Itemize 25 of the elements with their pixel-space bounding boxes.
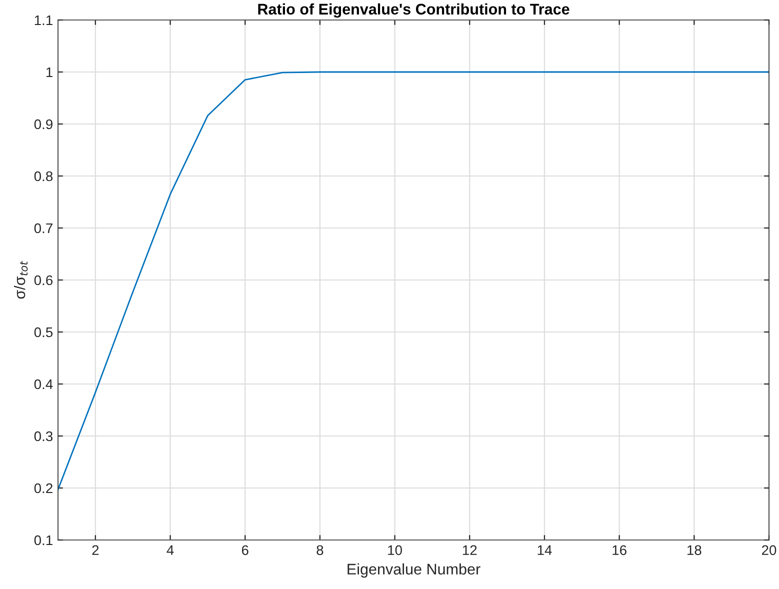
y-tick-label: 0.2 [34, 483, 52, 494]
x-tick-label: 18 [687, 545, 702, 556]
y-tick-label: 0.4 [34, 379, 53, 390]
x-axis-title: Eigenvalue Number [348, 563, 480, 578]
y-tick-label: 1.1 [34, 15, 52, 26]
x-tick-label: 6 [242, 545, 248, 556]
y-tick-label: 0.9 [34, 119, 52, 130]
x-tick-label: 12 [462, 545, 477, 555]
x-tick-label: 2 [92, 545, 99, 555]
y-tick-label: 0.5 [34, 327, 53, 338]
x-tick-label: 14 [538, 545, 552, 555]
x-tick-label: 4 [166, 545, 174, 555]
chart-title: Ratio of Eigenvalue's Contribution to Trace [258, 3, 570, 18]
x-tick-label: 8 [316, 545, 324, 556]
line-series [58, 71, 769, 490]
y-tick-label: 0.6 [34, 275, 53, 286]
x-tick-label: 20 [762, 545, 776, 556]
y-tick-label: 1 [46, 67, 52, 78]
y-tick-label: 0.7 [34, 223, 52, 234]
x-tick-label: 10 [388, 545, 402, 556]
y-tick-label: 0.3 [34, 431, 53, 442]
x-tick-label: 16 [612, 545, 626, 556]
y-tick-label: 0.8 [34, 171, 53, 182]
y-tick-label: 0.1 [34, 535, 52, 546]
y-axis-title: σ/σ$_{tot}$ [14, 260, 28, 299]
